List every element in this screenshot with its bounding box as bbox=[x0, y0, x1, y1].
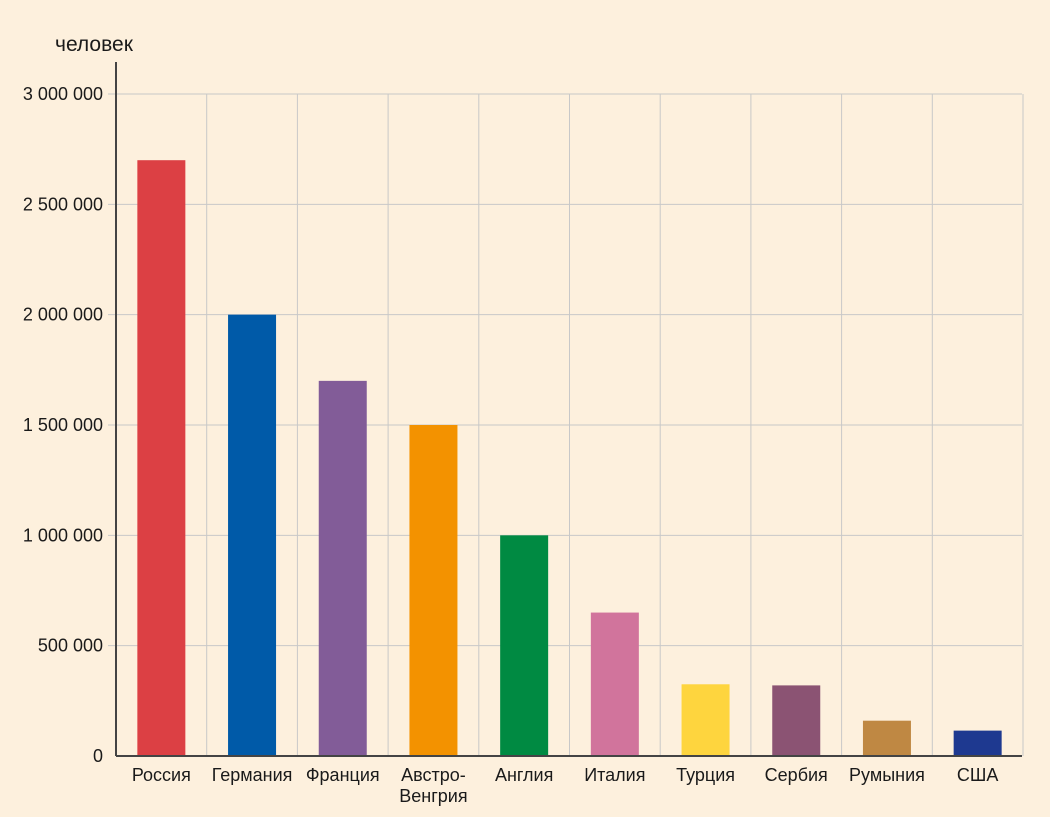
bar bbox=[137, 160, 186, 756]
x-category-label-line: Германия bbox=[212, 765, 293, 785]
gridlines bbox=[108, 93, 1024, 756]
x-category-label-line: Австро- bbox=[401, 765, 466, 785]
x-category-label: Франция bbox=[306, 765, 380, 785]
x-category-label: Россия bbox=[132, 765, 191, 785]
x-category-label-line: Венгрия bbox=[399, 786, 467, 806]
x-category-label: США bbox=[957, 765, 999, 785]
axes bbox=[115, 62, 1022, 757]
x-category-label: Румыния bbox=[849, 765, 925, 785]
bar bbox=[500, 535, 549, 756]
x-category-label: Германия bbox=[212, 765, 293, 785]
bar bbox=[409, 425, 458, 756]
y-tick-label: 2 500 000 bbox=[23, 194, 103, 214]
y-tick-label: 2 000 000 bbox=[23, 305, 103, 325]
x-category-label-line: США bbox=[957, 765, 999, 785]
bar bbox=[228, 314, 277, 756]
x-category-label-line: Англия bbox=[495, 765, 553, 785]
bar bbox=[318, 380, 367, 756]
x-category-label: Англия bbox=[495, 765, 553, 785]
y-axis-unit-label: человек bbox=[55, 33, 134, 56]
x-category-label-line: Франция bbox=[306, 765, 380, 785]
bar bbox=[953, 730, 1002, 756]
x-category-label-line: Италия bbox=[584, 765, 645, 785]
x-axis-category-labels: Россия Германия Франция Австро-Венгрия Англи… bbox=[132, 765, 999, 806]
x-category-label: Сербия bbox=[765, 765, 828, 785]
y-axis-tick-labels: 0 500 000 1 000 000 1 500 000 2 000 000 2 500… bbox=[23, 84, 103, 766]
y-tick-label: 500 000 bbox=[38, 636, 103, 656]
x-category-label-line: Турция bbox=[676, 765, 735, 785]
bar bbox=[772, 685, 821, 756]
x-category-label: Турция bbox=[676, 765, 735, 785]
x-category-label-line: Сербия bbox=[765, 765, 828, 785]
x-category-label-line: Россия bbox=[132, 765, 191, 785]
y-tick-label: 1 000 000 bbox=[23, 525, 103, 545]
bars bbox=[137, 160, 1002, 756]
x-category-label: Австро-Венгрия bbox=[399, 765, 467, 806]
bar bbox=[681, 684, 730, 756]
y-tick-label: 0 bbox=[93, 746, 103, 766]
y-tick-label: 3 000 000 bbox=[23, 84, 103, 104]
x-category-label: Италия bbox=[584, 765, 645, 785]
bar bbox=[862, 720, 911, 756]
bar bbox=[590, 612, 639, 756]
y-tick-label: 1 500 000 bbox=[23, 415, 103, 435]
x-category-label-line: Румыния bbox=[849, 765, 925, 785]
